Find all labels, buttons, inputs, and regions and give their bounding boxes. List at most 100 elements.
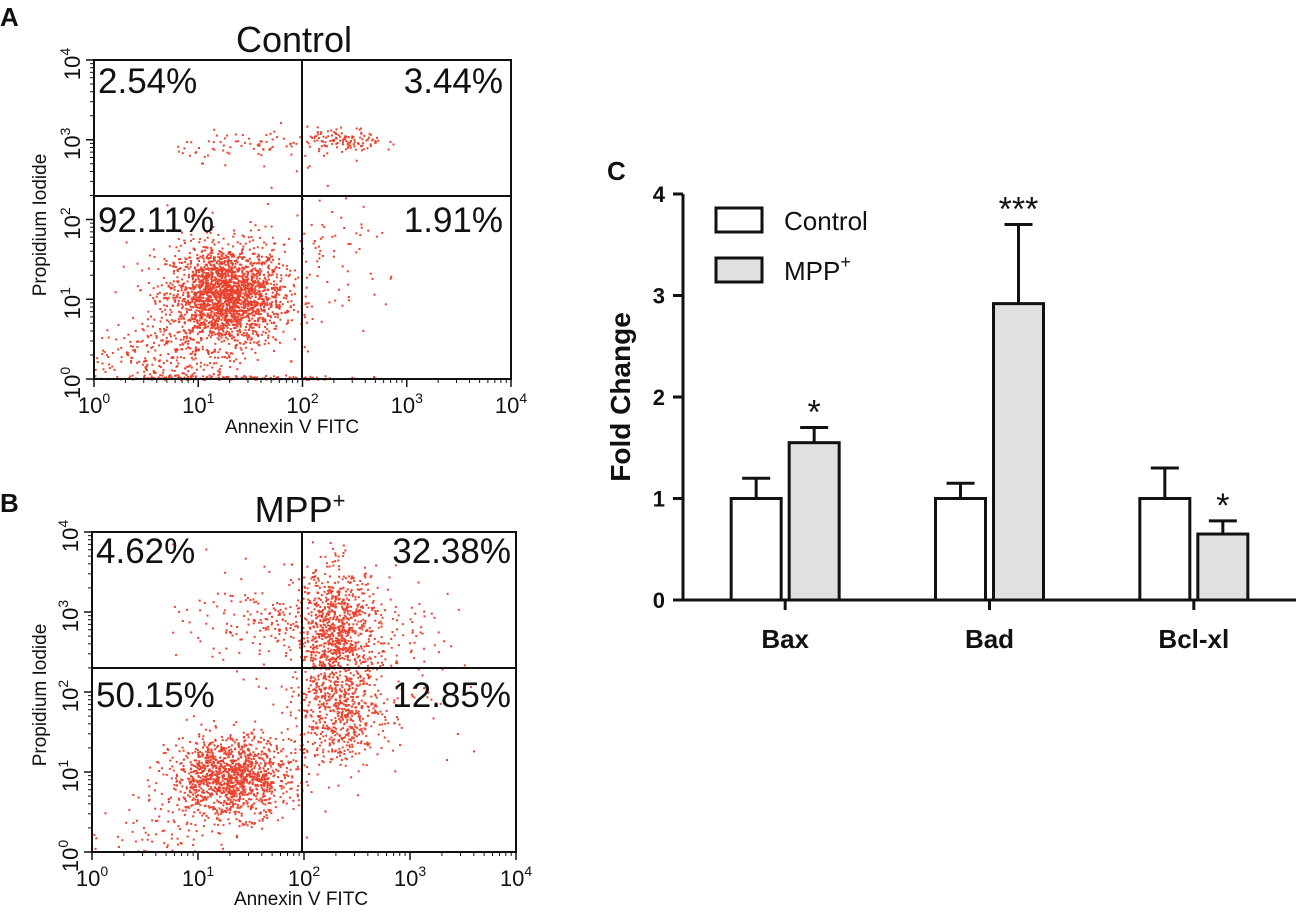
event-dot <box>267 802 270 804</box>
event-dot <box>257 298 260 300</box>
event-dot <box>357 647 360 650</box>
event-dot <box>339 643 341 646</box>
event-dot <box>189 791 191 794</box>
event-dot <box>223 783 225 786</box>
event-dot <box>240 319 243 322</box>
event-dot <box>342 575 345 578</box>
event-dot <box>282 611 285 614</box>
event-dot <box>216 308 219 311</box>
event-dot <box>329 542 332 544</box>
event-dot <box>265 134 268 137</box>
event-dot <box>107 356 110 358</box>
event-dot <box>249 762 252 765</box>
event-dot <box>339 699 342 702</box>
event-dot <box>253 320 256 323</box>
event-dot <box>319 237 322 240</box>
event-dot <box>311 647 314 650</box>
event-dot <box>339 651 342 654</box>
event-dot <box>193 320 196 323</box>
event-dot <box>307 690 310 693</box>
event-dot <box>170 311 173 314</box>
event-dot <box>251 790 254 793</box>
event-dot <box>218 307 221 309</box>
event-dot <box>244 823 247 826</box>
event-dot <box>232 756 234 758</box>
event-dot <box>336 617 339 620</box>
event-dot <box>193 298 196 301</box>
event-dot <box>347 296 350 298</box>
event-dot <box>360 626 363 628</box>
event-dot <box>223 333 226 336</box>
event-dot <box>190 366 193 369</box>
event-dot <box>273 130 276 133</box>
event-dot <box>213 279 216 282</box>
event-dot <box>330 652 333 655</box>
event-dot <box>262 289 265 292</box>
event-dot <box>107 336 110 339</box>
event-dot <box>223 757 226 760</box>
event-dot <box>278 293 281 296</box>
event-dot <box>263 790 266 793</box>
event-dot <box>368 613 371 616</box>
event-dot <box>334 603 337 606</box>
event-dot <box>214 268 217 271</box>
event-dot <box>217 356 219 359</box>
event-dot <box>167 810 170 813</box>
event-dot <box>354 612 357 615</box>
event-dot <box>251 308 254 311</box>
event-dot <box>212 293 215 296</box>
event-dot <box>253 247 255 250</box>
event-dot <box>331 139 334 142</box>
event-dot <box>202 296 205 299</box>
event-dot <box>198 271 200 274</box>
event-dot <box>245 315 248 318</box>
event-dot <box>327 598 330 601</box>
event-dot <box>380 636 383 639</box>
event-dot <box>245 287 247 290</box>
event-dot <box>249 808 252 811</box>
event-dot <box>214 755 217 758</box>
event-dot <box>272 603 274 606</box>
event-dot <box>221 290 223 293</box>
event-dot <box>240 306 243 309</box>
event-dot <box>210 313 213 316</box>
event-dot <box>327 675 330 678</box>
event-dot <box>225 307 228 310</box>
event-dot <box>204 249 207 252</box>
event-dot <box>231 768 234 771</box>
event-dot <box>227 273 230 276</box>
event-dot <box>223 748 226 751</box>
event-dot <box>241 247 244 250</box>
event-dot <box>212 806 215 809</box>
event-dot <box>219 308 221 311</box>
event-dot <box>159 366 162 368</box>
event-dot <box>222 281 225 284</box>
event-dot <box>354 148 357 151</box>
event-dot <box>262 793 265 796</box>
event-dot <box>174 350 177 353</box>
event-dot <box>343 609 346 612</box>
event-dot <box>313 137 316 140</box>
event-dot <box>263 799 266 802</box>
event-dot <box>161 374 164 377</box>
event-dot <box>256 359 259 361</box>
event-dot <box>245 284 247 287</box>
event-dot <box>241 300 244 303</box>
event-dot <box>189 337 192 339</box>
event-dot <box>182 283 185 285</box>
event-dot <box>189 795 192 798</box>
event-dot <box>266 755 269 758</box>
event-dot <box>205 319 208 322</box>
event-dot <box>235 780 238 783</box>
event-dot <box>334 611 336 614</box>
event-dot <box>249 283 252 286</box>
event-dot <box>221 270 224 273</box>
event-dot <box>158 359 161 362</box>
event-dot <box>312 635 315 638</box>
event-dot <box>270 303 273 306</box>
event-dot <box>264 782 267 785</box>
event-dot <box>318 586 321 589</box>
event-dot <box>371 139 374 142</box>
event-dot <box>155 335 158 337</box>
event-dot <box>266 328 269 331</box>
